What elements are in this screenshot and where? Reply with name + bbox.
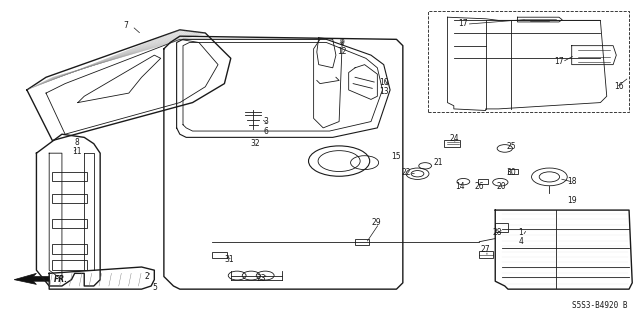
Bar: [444, 140, 460, 147]
Text: 32: 32: [250, 139, 260, 148]
Bar: [212, 252, 227, 257]
Polygon shape: [14, 273, 49, 285]
Text: 27: 27: [481, 245, 490, 254]
Text: 23: 23: [257, 274, 266, 283]
Bar: [479, 250, 493, 257]
Bar: [52, 219, 88, 228]
Text: 29: 29: [371, 218, 381, 227]
Text: S5S3-B4920 B: S5S3-B4920 B: [572, 301, 627, 310]
Text: 13: 13: [379, 87, 388, 96]
Bar: [52, 260, 88, 270]
Text: 5: 5: [152, 283, 157, 292]
Text: 16: 16: [614, 82, 624, 91]
Text: 19: 19: [567, 196, 577, 205]
Text: 6: 6: [264, 127, 268, 136]
Bar: [355, 239, 369, 245]
Text: 1: 1: [518, 228, 523, 237]
Text: 17: 17: [459, 19, 468, 28]
Bar: [428, 11, 629, 112]
Text: 22: 22: [401, 168, 411, 177]
Text: 10: 10: [379, 78, 388, 86]
Text: 18: 18: [567, 177, 577, 186]
Text: 25: 25: [506, 142, 516, 151]
Bar: [52, 194, 88, 203]
Text: 15: 15: [392, 152, 401, 161]
Text: 11: 11: [72, 147, 81, 156]
Bar: [495, 223, 508, 232]
Text: 3: 3: [264, 117, 268, 126]
Text: 14: 14: [456, 182, 465, 191]
Text: 4: 4: [518, 237, 523, 246]
Text: 26: 26: [474, 182, 484, 191]
Text: 12: 12: [337, 48, 347, 56]
Text: 9: 9: [340, 38, 345, 47]
Text: 24: 24: [449, 134, 459, 144]
Text: 2: 2: [144, 272, 149, 281]
Text: 17: 17: [554, 57, 564, 66]
Text: 31: 31: [224, 255, 234, 263]
Text: 8: 8: [74, 137, 79, 147]
Text: 28: 28: [492, 228, 502, 237]
Bar: [508, 169, 518, 174]
Bar: [52, 244, 88, 254]
Text: 20: 20: [497, 182, 506, 191]
Text: FR.: FR.: [54, 275, 68, 284]
Bar: [478, 179, 488, 184]
Text: 21: 21: [433, 158, 443, 167]
Text: 7: 7: [124, 21, 128, 30]
Bar: [52, 172, 88, 181]
Text: 30: 30: [506, 168, 516, 177]
